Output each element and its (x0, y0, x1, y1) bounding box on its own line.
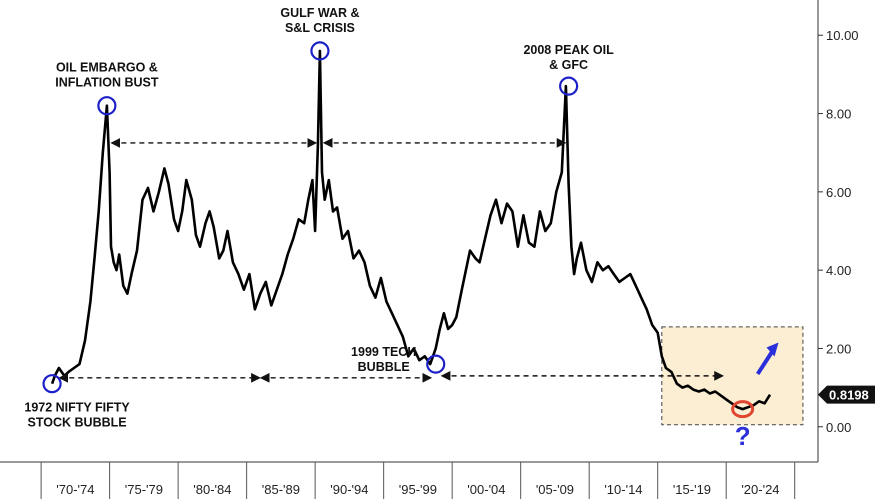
y-tick-label: 0.00 (826, 420, 851, 435)
x-tick-label: '00-'04 (467, 482, 505, 497)
annotation-1999-tech-bubble-line-1: 1999 TECH (351, 345, 416, 359)
annotation-2008-peak-oil-line-2: & GFC (549, 58, 588, 72)
annotation-2008-peak-oil-line-1: 2008 PEAK OIL (523, 43, 614, 57)
annotation-oil-embargo-line-1: OIL EMBARGO & (56, 61, 158, 75)
x-tick-label: '10-'14 (604, 482, 642, 497)
annotation-1972-nifty-fifty-line-1: 1972 NIFTY FIFTY (24, 401, 130, 415)
axes-layer: 0.00 2.00 4.00 6.00 8.00 10.00 '70-'74 '75-'79 '… (0, 0, 859, 499)
y-tick-label: 2.00 (826, 341, 851, 356)
overlay-layer (42, 41, 779, 419)
annotation-gulf-war-line-1: GULF WAR & (280, 6, 359, 20)
annotation-1972-nifty-fifty-line-2: STOCK BUBBLE (28, 416, 127, 430)
last-value-label: 0.8198 (829, 388, 869, 403)
annotation-gulf-war-line-2: S&L CRISIS (285, 21, 355, 35)
x-tick-label: '15-'19 (673, 482, 711, 497)
x-tick-label: '80-'84 (193, 482, 231, 497)
y-tick-label: 10.00 (826, 28, 859, 43)
annotation-1999-tech-bubble-line-2: BUBBLE (358, 360, 410, 374)
x-tick-label: '95-'99 (399, 482, 437, 497)
highlight-circle (310, 41, 330, 61)
x-tick-label: '20-'24 (741, 482, 779, 497)
low-point-circle (731, 400, 755, 419)
last-value-tag (818, 385, 875, 404)
y-tick-label: 4.00 (826, 263, 851, 278)
highlight-circle (97, 96, 117, 116)
series-line (50, 49, 772, 411)
y-tick-label: 8.00 (826, 107, 851, 122)
highlight-circle (559, 76, 579, 96)
y-tick-label: 6.00 (826, 185, 851, 200)
line-layer (50, 49, 772, 411)
highlight-circle (42, 374, 62, 394)
x-tick-label: '70-'74 (56, 482, 94, 497)
annotation-oil-embargo-line-2: INFLATION BUST (55, 76, 159, 90)
up-arrow-head (766, 342, 779, 357)
highlight-circle (426, 354, 446, 374)
question-mark: ? (735, 421, 751, 451)
x-tick-label: '90-'94 (330, 482, 368, 497)
x-tick-label: '75-'79 (125, 482, 163, 497)
text-layer: OIL EMBARGO &INFLATION BUST GULF WAR &S&L… (24, 6, 875, 451)
up-arrow-shaft (756, 348, 776, 375)
x-tick-label: '85-'89 (262, 482, 300, 497)
x-tick-label: '05-'09 (536, 482, 574, 497)
